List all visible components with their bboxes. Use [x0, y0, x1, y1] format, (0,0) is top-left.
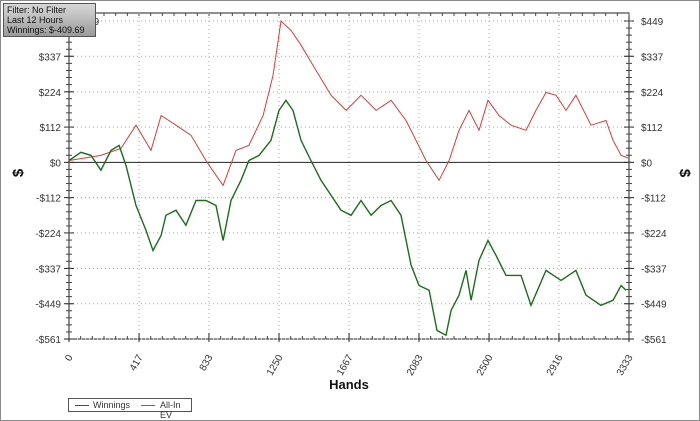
y-tick-label-left: -$337	[35, 264, 61, 275]
y-tick-label-right: $337	[641, 52, 664, 63]
y-tick-label-right: $224	[641, 88, 664, 99]
y-tick-label-right: -$449	[641, 300, 667, 311]
x-tick-label: 417	[128, 353, 146, 373]
y-tick-label-right: -$561	[641, 335, 667, 346]
y-tick-label-left: $337	[39, 52, 62, 63]
legend-swatch-allin-ev	[141, 405, 155, 406]
x-axis-title: Hands	[329, 377, 369, 392]
legend-swatch-winnings	[75, 405, 89, 406]
x-tick-label: 2083	[405, 353, 426, 378]
x-tick-label: 3333	[615, 353, 636, 378]
legend-label-winnings: Winnings	[93, 400, 131, 410]
x-tick-label: 2916	[545, 353, 566, 378]
y-axis-title-right: $	[676, 169, 693, 178]
y-tick-label-right: $449	[641, 17, 664, 28]
winnings-text: Winnings: $-409.69	[7, 25, 85, 35]
y-tick-label-right: -$337	[641, 264, 667, 275]
legend: Winnings All-In EV	[68, 398, 192, 420]
y-tick-label-left: -$112	[36, 194, 61, 205]
y-tick-label-right: -$112	[641, 194, 666, 205]
y-tick-label-right: $112	[641, 123, 663, 134]
legend-label-allin-ev: All-In EV	[160, 400, 181, 420]
x-tick-label: 1250	[265, 353, 286, 378]
filter-info-box: Filter: No Filter Last 12 Hours Winnings…	[3, 3, 96, 37]
x-tick-label: 833	[198, 353, 216, 373]
y-tick-label-right: $0	[641, 158, 653, 169]
series-line-winnings	[68, 99, 627, 337]
period-text: Last 12 Hours	[7, 15, 64, 25]
series-line-all-in-ev	[68, 19, 630, 187]
y-tick-label-left: -$449	[35, 300, 61, 311]
y-tick-label-left: $224	[39, 88, 62, 99]
x-tick-label: 0	[63, 353, 76, 364]
y-axis-title-left: $	[10, 168, 27, 177]
filter-text: Filter: No Filter	[7, 5, 67, 15]
y-tick-label-left: -$561	[35, 335, 61, 346]
x-tick-label: 2500	[475, 353, 496, 378]
y-tick-label-left: $112	[39, 123, 61, 134]
x-tick-label: 1667	[335, 353, 356, 378]
y-tick-label-left: $0	[50, 158, 62, 169]
y-tick-label-left: -$224	[35, 229, 61, 240]
y-tick-label-right: -$224	[641, 229, 667, 240]
